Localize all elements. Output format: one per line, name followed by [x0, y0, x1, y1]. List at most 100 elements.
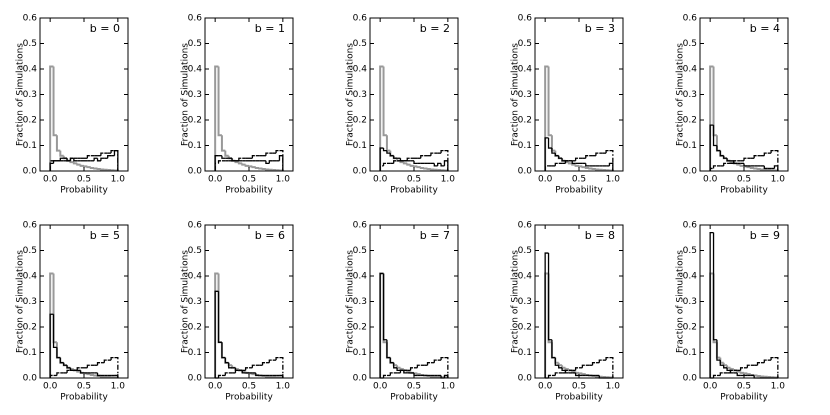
- x-tick-label: 0.5: [77, 382, 91, 392]
- histogram-step: [89, 166, 95, 169]
- histogram-step: [73, 158, 78, 162]
- x-axis-label: Probability: [225, 186, 273, 196]
- histogram-step: [403, 370, 408, 374]
- histogram-step: [763, 165, 768, 170]
- panel-title: b = 8: [585, 229, 615, 242]
- panel-title: b = 6: [255, 229, 285, 242]
- histogram-step: [76, 367, 81, 371]
- histogram-step: [402, 162, 408, 165]
- y-tick-label: 0.1: [23, 141, 37, 151]
- histogram-step: [224, 372, 229, 376]
- histogram-step: [581, 364, 586, 368]
- y-tick-label: 0.5: [353, 39, 367, 49]
- panel: 0.0 0.1 0.2 0.3 0.4 0.5 0.6 0.0 0.5 1.0Probabilit…: [346, 221, 459, 403]
- histogram-step: [86, 166, 91, 169]
- histogram-step: [594, 375, 600, 378]
- histogram-step: [444, 356, 449, 378]
- histogram-step: [729, 369, 734, 373]
- histogram-step: [217, 66, 222, 137]
- y-axis-label: Fraction of Simulations: [676, 250, 686, 353]
- x-axis-label: Probability: [390, 186, 438, 196]
- y-tick-label: 0.3: [23, 90, 37, 100]
- histogram-step: [217, 374, 222, 378]
- y-tick-label: 0.2: [188, 323, 202, 333]
- histogram-step: [385, 135, 391, 152]
- histogram-step: [93, 157, 98, 161]
- histogram-step: [709, 124, 714, 171]
- histogram-step: [743, 157, 748, 161]
- x-tick-label: 1.0: [111, 382, 126, 392]
- histogram-step: [588, 167, 593, 170]
- histogram-step: [557, 362, 563, 367]
- histogram-step: [554, 357, 559, 366]
- y-tick-label: 0.1: [353, 141, 367, 151]
- y-tick-label: 0.0: [518, 167, 533, 177]
- y-tick-label: 0.0: [23, 167, 38, 177]
- histogram-step: [574, 372, 579, 377]
- histogram-step: [429, 168, 435, 171]
- histogram-step: [743, 163, 748, 167]
- x-axis-label: Probability: [720, 393, 768, 403]
- histogram-step: [55, 135, 61, 152]
- histogram-step: [86, 364, 91, 368]
- histogram-step: [382, 374, 387, 378]
- histogram-step: [103, 359, 108, 363]
- histogram-step: [382, 162, 387, 166]
- histogram-step: [379, 65, 384, 171]
- histogram-step: [554, 372, 559, 376]
- panel: 0.0 0.1 0.2 0.3 0.4 0.5 0.6 0.0 0.5 1.0Probabilit…: [181, 14, 294, 196]
- histogram-step: [719, 360, 724, 366]
- histogram-step: [551, 148, 556, 154]
- histogram-step: [774, 356, 779, 378]
- y-axis-label: Fraction of Simulations: [511, 43, 521, 146]
- panel: 0.0 0.1 0.2 0.3 0.4 0.5 0.6 0.0 0.5 1.0Probabilit…: [511, 14, 624, 196]
- y-tick-label: 0.3: [23, 297, 37, 307]
- y-tick-label: 0.4: [518, 272, 533, 282]
- histogram-step: [66, 369, 71, 373]
- histogram-step: [440, 356, 445, 361]
- histogram-step: [278, 155, 284, 171]
- y-axis-label: Fraction of Simulations: [346, 43, 356, 146]
- y-tick-label: 0.0: [353, 374, 368, 384]
- histogram-step: [261, 362, 266, 366]
- histogram-step: [110, 356, 115, 361]
- histogram-step: [420, 155, 425, 159]
- histogram-step: [393, 160, 398, 164]
- histogram-step: [763, 359, 768, 363]
- y-axis-label: Fraction of Simulations: [511, 250, 521, 353]
- y-tick-label: 0.3: [683, 297, 697, 307]
- histogram-step: [733, 160, 738, 164]
- histogram-step: [551, 339, 556, 359]
- histogram-step: [72, 162, 78, 165]
- histogram-step: [66, 365, 71, 369]
- y-tick-label: 0.6: [683, 14, 698, 24]
- histogram-step: [564, 367, 569, 371]
- y-tick-label: 0.3: [188, 90, 202, 100]
- histogram-step: [426, 362, 431, 366]
- y-tick-label: 0.4: [188, 65, 203, 75]
- y-axis-label: Fraction of Simulations: [16, 43, 26, 146]
- x-tick-label: 0.0: [208, 382, 223, 392]
- histogram-step: [265, 152, 270, 156]
- histogram-step: [743, 372, 748, 375]
- x-tick-label: 0.5: [572, 175, 586, 185]
- panel-title: b = 7: [420, 229, 450, 242]
- histogram-step: [234, 369, 239, 373]
- histogram-step: [52, 66, 57, 137]
- histogram-step: [214, 65, 219, 171]
- histogram-step: [712, 125, 717, 147]
- y-axis-label: Fraction of Simulations: [346, 250, 356, 353]
- x-tick-label: 0.5: [737, 175, 751, 185]
- histogram-step: [547, 253, 552, 341]
- histogram-step: [110, 149, 115, 154]
- y-tick-label: 0.1: [683, 141, 697, 151]
- histogram-step: [63, 362, 68, 366]
- y-tick-label: 0.4: [353, 65, 368, 75]
- histogram-step: [268, 359, 273, 363]
- y-tick-label: 0.5: [23, 39, 37, 49]
- histogram-step: [251, 364, 256, 368]
- histogram-step: [52, 314, 57, 349]
- histogram-step: [426, 167, 431, 170]
- x-tick-label: 1.0: [771, 175, 786, 185]
- x-tick-label: 0.0: [373, 175, 388, 185]
